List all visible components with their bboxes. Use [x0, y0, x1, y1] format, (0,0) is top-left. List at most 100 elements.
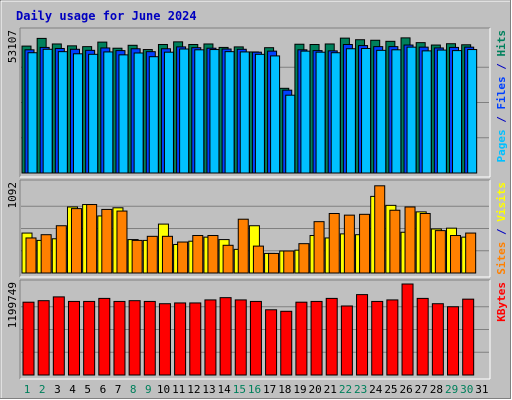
- series-legend-label: KBytes: [495, 282, 508, 322]
- bar-sites-day-21: [328, 213, 340, 274]
- bar-kbytes-day-22: [340, 305, 353, 376]
- bar-pages-day-7: [118, 54, 129, 174]
- bar-kbytes-day-3: [52, 296, 65, 376]
- bar-kbytes-day-2: [37, 300, 50, 376]
- bar-pages-day-12: [194, 49, 205, 174]
- bar-pages-day-15: [239, 51, 250, 174]
- bar-pages-day-17: [270, 55, 281, 174]
- bar-pages-day-30: [467, 49, 478, 174]
- x-tick-label-day-28: 28: [430, 383, 443, 396]
- bar-kbytes-day-6: [98, 297, 111, 376]
- x-tick-label-day-11: 11: [172, 383, 185, 396]
- bar-sites-day-8: [131, 239, 143, 274]
- chart-panels: 53107 Pages / Files / Hits 1092 Sites / Vis…: [6, 27, 508, 380]
- bar-kbytes-day-21: [325, 297, 338, 376]
- x-tick-label-day-1: 1: [24, 383, 31, 396]
- bar-sites-day-27: [419, 213, 431, 274]
- bar-kbytes-day-26: [401, 283, 414, 376]
- x-tick-label-day-21: 21: [324, 383, 337, 396]
- bar-pages-day-5: [88, 53, 99, 174]
- bar-kbytes-day-28: [431, 303, 444, 376]
- bar-kbytes-day-14: [219, 297, 232, 376]
- bar-kbytes-day-8: [128, 300, 141, 376]
- bar-sites-day-24: [374, 185, 386, 274]
- x-tick-label-day-13: 13: [202, 383, 215, 396]
- bar-sites-day-10: [161, 235, 173, 274]
- x-tick-label-day-22: 22: [339, 383, 352, 396]
- bar-pages-day-11: [179, 48, 190, 174]
- bar-sites-day-7: [116, 210, 128, 274]
- bar-kbytes-day-24: [371, 300, 384, 376]
- x-tick-label-day-20: 20: [309, 383, 322, 396]
- bar-pages-day-23: [361, 47, 372, 174]
- bar-kbytes-day-19: [295, 301, 308, 376]
- bar-sites-day-25: [389, 209, 401, 274]
- x-tick-label-day-30: 30: [460, 383, 473, 396]
- bar-sites-day-28: [434, 230, 446, 274]
- x-tick-label-day-10: 10: [157, 383, 170, 396]
- bar-pages-day-18: [285, 94, 296, 174]
- bar-kbytes-day-16: [249, 300, 262, 376]
- panel-visits-sites: 1092 Sites / Visits: [6, 179, 508, 278]
- bar-sites-day-14: [222, 244, 234, 274]
- bar-pages-day-16: [254, 53, 265, 174]
- legend-part: /: [495, 57, 508, 77]
- x-tick-label-day-7: 7: [115, 383, 122, 396]
- bar-sites-day-2: [40, 234, 52, 274]
- bar-pages-day-6: [103, 51, 114, 174]
- x-tick-label-day-14: 14: [218, 383, 232, 396]
- bar-pages-day-2: [42, 48, 53, 174]
- x-tick-label-day-17: 17: [263, 383, 276, 396]
- x-tick-label-day-24: 24: [369, 383, 383, 396]
- bar-kbytes-day-20: [310, 300, 323, 376]
- x-tick-label-day-12: 12: [187, 383, 200, 396]
- bar-pages-day-1: [27, 52, 38, 174]
- bar-pages-day-14: [224, 51, 235, 174]
- bar-pages-day-25: [391, 49, 402, 174]
- chart-title: Daily usage for June 2024: [16, 9, 197, 23]
- legend-part: /: [495, 110, 508, 130]
- bar-pages-day-3: [57, 51, 68, 174]
- panel-hits-files-pages: 53107 Pages / Files / Hits: [6, 27, 508, 178]
- x-tick-label-day-3: 3: [54, 383, 61, 396]
- bar-pages-day-19: [300, 50, 311, 174]
- bar-kbytes-day-13: [204, 299, 217, 376]
- y-max-label: 1092: [6, 182, 19, 209]
- bar-sites-day-23: [359, 213, 371, 274]
- legend-part: Files: [495, 76, 508, 109]
- x-tick-label-day-4: 4: [69, 383, 76, 396]
- x-tick-label-day-29: 29: [445, 383, 458, 396]
- x-tick-label-day-16: 16: [248, 383, 261, 396]
- bar-sites-day-17: [268, 252, 280, 274]
- bar-kbytes-day-4: [67, 300, 80, 376]
- bar-sites-day-29: [450, 235, 462, 274]
- y-max-label: 53107: [6, 30, 19, 63]
- bar-pages-day-22: [345, 48, 356, 174]
- bar-sites-day-30: [465, 232, 477, 274]
- bar-kbytes-day-30: [462, 298, 475, 376]
- x-tick-label-day-19: 19: [293, 383, 306, 396]
- legend-part: KBytes: [495, 282, 508, 322]
- x-tick-label-day-26: 26: [399, 383, 412, 396]
- bar-sites-day-18: [283, 250, 295, 274]
- bar-kbytes-day-25: [386, 299, 399, 376]
- bar-kbytes-day-17: [265, 309, 278, 376]
- panel-kbytes: 1199749 KBytes: [6, 279, 508, 380]
- bar-kbytes-day-11: [174, 302, 187, 376]
- bar-kbytes-day-15: [234, 299, 247, 376]
- x-tick-label-day-23: 23: [354, 383, 367, 396]
- bar-kbytes-day-7: [113, 300, 126, 376]
- y-max-label: 1199749: [6, 282, 19, 328]
- bar-pages-day-9: [148, 56, 159, 174]
- series-legend-label: Pages / Files / Hits: [495, 30, 508, 163]
- bar-sites-day-11: [177, 241, 189, 274]
- bar-pages-day-10: [163, 51, 174, 174]
- bar-kbytes-day-23: [356, 294, 369, 376]
- bar-kbytes-day-29: [447, 306, 460, 376]
- bar-sites-day-12: [192, 235, 204, 274]
- bar-sites-day-5: [86, 204, 98, 274]
- bar-sites-day-19: [298, 243, 310, 274]
- x-axis-day-labels: 1 2 3 4 5 6 7 8 9 10 11 12 13 14 15 16 17 18 19 20 21 22 23 24 2…: [24, 383, 489, 396]
- bar-pages-day-4: [72, 53, 83, 174]
